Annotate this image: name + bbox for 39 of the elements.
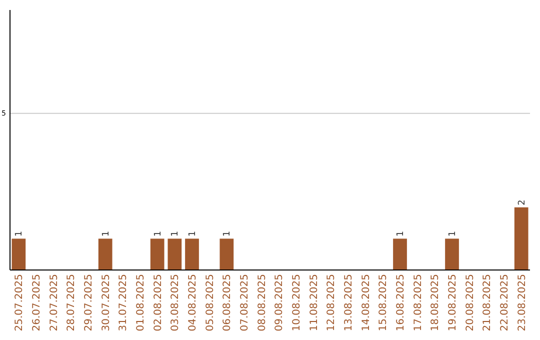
x-tick-label: 10.08.2025 bbox=[292, 274, 302, 332]
x-tick-label: 17.08.2025 bbox=[412, 274, 424, 332]
x-tick-label: 25.07.2025 bbox=[14, 274, 26, 332]
x-tick-label: 27.07.2025 bbox=[48, 274, 60, 332]
x-tick-label: 05.08.2025 bbox=[204, 274, 216, 332]
x-tick-label: 16.08.2025 bbox=[396, 274, 406, 332]
x-tick-label: 13.08.2025 bbox=[344, 274, 354, 332]
data-label: 1 bbox=[14, 230, 25, 237]
x-tick-label: 09.08.2025 bbox=[274, 274, 286, 332]
x-tick-label: 19.08.2025 bbox=[448, 274, 458, 332]
x-tick-label: 23.08.2025 bbox=[516, 274, 528, 332]
x-tick-label: 28.07.2025 bbox=[66, 274, 78, 332]
data-label: 1 bbox=[222, 230, 233, 237]
x-tick-label: 29.07.2025 bbox=[84, 274, 94, 332]
x-tick-label: 31.07.2025 bbox=[118, 274, 130, 332]
x-tick-label: 26.07.2025 bbox=[32, 274, 42, 332]
x-tick-label: 20.08.2025 bbox=[464, 274, 476, 332]
x-tick-label: 15.08.2025 bbox=[378, 274, 390, 332]
x-tick-label: 22.08.2025 bbox=[500, 274, 510, 332]
data-label: 1 bbox=[101, 230, 112, 237]
x-tick-label: 01.08.2025 bbox=[136, 274, 146, 332]
x-tick-label: 06.08.2025 bbox=[222, 274, 234, 332]
x-tick-label: 07.08.2025 bbox=[240, 274, 250, 332]
data-label: 1 bbox=[188, 230, 198, 237]
x-tick-label: 21.08.2025 bbox=[482, 274, 494, 332]
x-tick-label: 18.08.2025 bbox=[430, 274, 442, 332]
x-tick-label: 11.08.2025 bbox=[308, 274, 320, 332]
x-tick-label: 08.08.2025 bbox=[256, 274, 268, 332]
x-tick-label: 12.08.2025 bbox=[326, 274, 338, 332]
x-tick-label: 02.08.2025 bbox=[152, 274, 164, 332]
x-tick-label: 04.08.2025 bbox=[188, 274, 198, 332]
data-label: 1 bbox=[153, 230, 164, 237]
data-label: 2 bbox=[517, 200, 528, 206]
data-label: 1 bbox=[170, 230, 181, 237]
data-label: 1 bbox=[396, 230, 406, 237]
data-label: 1 bbox=[448, 230, 458, 237]
x-tick-label: 03.08.2025 bbox=[170, 274, 182, 332]
x-tick-label: 14.08.2025 bbox=[360, 274, 372, 332]
x-tick-label: 30.07.2025 bbox=[100, 274, 112, 332]
